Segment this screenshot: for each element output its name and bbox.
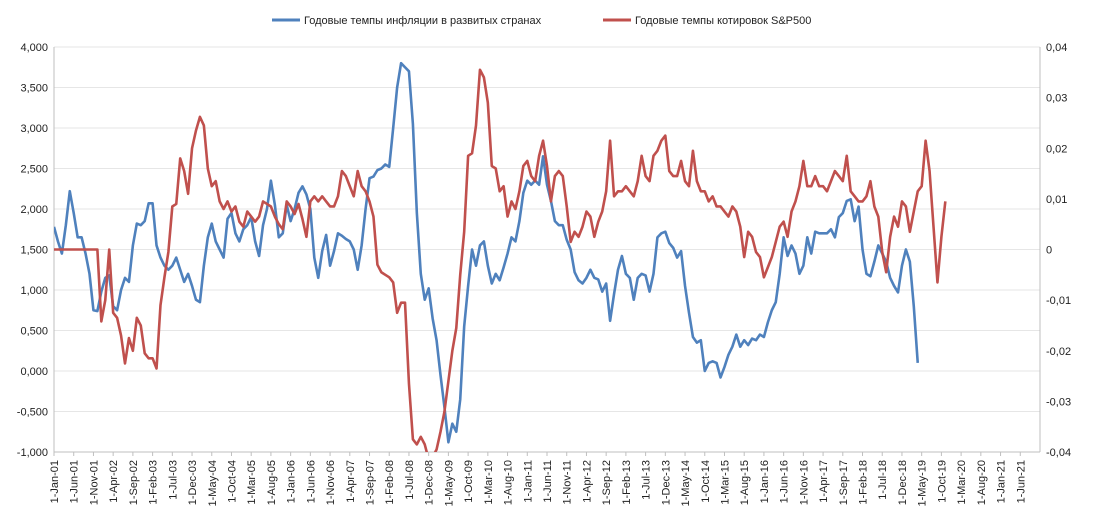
x-tick-label: 1-Nov-06 bbox=[325, 460, 337, 505]
y-left-tick-label: -1,000 bbox=[17, 447, 48, 459]
x-tick-label: 1-Jun-16 bbox=[779, 460, 791, 503]
x-tick-label: 1-Dec-18 bbox=[897, 460, 909, 505]
x-tick-label: 1-Dec-13 bbox=[660, 460, 672, 505]
axes bbox=[53, 47, 1041, 456]
x-tick-label: 1-Sep-07 bbox=[365, 460, 377, 505]
grid bbox=[54, 46, 1040, 453]
x-tick-label: 1-Sep-12 bbox=[601, 460, 613, 505]
y-right-tick-label: 0 bbox=[1046, 245, 1052, 257]
x-tick-label: 1-Jun-11 bbox=[542, 460, 554, 503]
x-tick-label: 1-Aug-05 bbox=[266, 460, 278, 505]
x-tick-label: 1-Nov-11 bbox=[562, 460, 574, 504]
x-tick-label: 1-Jan-01 bbox=[49, 460, 61, 503]
x-tick-label: 1-Oct-04 bbox=[226, 460, 238, 503]
x-tick-label: 1-Apr-12 bbox=[581, 460, 593, 503]
x-tick-label: 1-Oct-09 bbox=[463, 460, 475, 503]
x-tick-label: 1-Mar-15 bbox=[719, 460, 731, 505]
y-right-tick-label: -0,01 bbox=[1046, 295, 1071, 307]
y-left-tick-label: -0,500 bbox=[17, 407, 48, 419]
y-right-tick-label: -0,04 bbox=[1046, 447, 1071, 459]
y-right-tick-label: 0,03 bbox=[1046, 93, 1067, 105]
x-tick-label: 1-Dec-03 bbox=[187, 460, 199, 505]
x-tick-label: 1-Sep-02 bbox=[128, 460, 140, 505]
x-tick-label: 1-Dec-08 bbox=[424, 460, 436, 505]
y-left-tick-label: 1,500 bbox=[20, 245, 48, 257]
x-tick-label: 1-Apr-02 bbox=[108, 460, 120, 503]
y-right-tick-label: 0,02 bbox=[1046, 143, 1067, 155]
x-tick-label: 1-Jan-21 bbox=[996, 460, 1008, 503]
x-tick-label: 1-Feb-18 bbox=[858, 460, 870, 505]
x-tick-label: 1-Oct-19 bbox=[936, 460, 948, 503]
y-right-tick-label: 0,01 bbox=[1046, 194, 1067, 206]
x-tick-label: 1-Mar-20 bbox=[956, 460, 968, 505]
y-left-tick-label: 4,000 bbox=[20, 42, 48, 54]
x-tick-label: 1-Oct-14 bbox=[700, 460, 712, 503]
legend-label-inflation: Годовые темпы инфляции в развитых страна… bbox=[304, 15, 542, 27]
x-tick-label: 1-May-04 bbox=[207, 460, 219, 506]
y-left-tick-labels: -1,000 -0,500 0,000 0,500 1,000 1,500 2,000 2,5… bbox=[17, 42, 48, 459]
x-tick-label: 1-Feb-13 bbox=[621, 460, 633, 505]
y-left-tick-label: 1,000 bbox=[20, 285, 48, 297]
x-tick-label: 1-Apr-07 bbox=[345, 460, 357, 503]
x-tick-label: 1-Jul-08 bbox=[404, 460, 416, 500]
x-tick-label: 1-Jul-13 bbox=[641, 460, 653, 500]
legend: Годовые темпы инфляции в развитых страна… bbox=[272, 15, 811, 27]
x-tick-label: 1-Jan-16 bbox=[759, 460, 771, 503]
y-left-tick-label: 0,000 bbox=[20, 366, 48, 378]
x-tick-label: 1-Nov-16 bbox=[798, 460, 810, 505]
legend-label-sp500: Годовые темпы котировок S&P500 bbox=[635, 15, 811, 27]
x-tick-label: 1-Jul-18 bbox=[877, 460, 889, 500]
y-left-tick-label: 3,500 bbox=[20, 83, 48, 95]
series bbox=[54, 61, 947, 452]
y-right-tick-label: -0,03 bbox=[1046, 396, 1071, 408]
x-tick-label: 1-Mar-05 bbox=[246, 460, 258, 505]
x-tick-label: 1-Feb-08 bbox=[384, 460, 396, 505]
x-tick-label: 1-Apr-17 bbox=[818, 460, 830, 503]
x-tick-label: 1-Jun-01 bbox=[69, 460, 81, 503]
x-tick-label: 1-Aug-15 bbox=[739, 460, 751, 505]
x-tick-label: 1-May-09 bbox=[443, 460, 455, 506]
y-right-tick-label: -0,02 bbox=[1046, 346, 1071, 358]
x-tick-label: 1-Jan-11 bbox=[522, 460, 534, 503]
x-tick-label: 1-Nov-01 bbox=[88, 460, 100, 505]
x-tick-label: 1-Feb-03 bbox=[148, 460, 160, 505]
x-tick-label: 1-May-19 bbox=[917, 460, 929, 506]
x-tick-label: 1-Jun-21 bbox=[1015, 460, 1027, 503]
x-tick-label: 1-Jul-03 bbox=[167, 460, 179, 500]
series-line-inflation bbox=[54, 61, 920, 444]
y-right-tick-label: 0,04 bbox=[1046, 42, 1067, 54]
x-tick-label: 1-Aug-10 bbox=[503, 460, 515, 505]
x-tick-label: 1-Aug-20 bbox=[976, 460, 988, 505]
y-right-tick-labels: -0,04 -0,03 -0,02 -0,01 0 0,01 0,02 0,03 0,04 bbox=[1046, 42, 1071, 459]
series-line-sp500 bbox=[54, 68, 947, 452]
y-left-tick-label: 2,500 bbox=[20, 164, 48, 176]
y-left-tick-label: 3,000 bbox=[20, 123, 48, 135]
x-tick-labels: 1-Jan-01 1-Jun-01 1-Nov-01 1-Apr-02 1-Sep-02… bbox=[49, 460, 1027, 506]
x-tick-label: 1-Mar-10 bbox=[483, 460, 495, 505]
x-tick-label: 1-Sep-17 bbox=[838, 460, 850, 505]
y-left-tick-label: 0,500 bbox=[20, 326, 48, 338]
x-tick-label: 1-Jun-06 bbox=[305, 460, 317, 503]
y-left-tick-label: 2,000 bbox=[20, 204, 48, 216]
x-tick-label: 1-Jan-06 bbox=[286, 460, 298, 503]
x-tick-label: 1-May-14 bbox=[680, 460, 692, 506]
